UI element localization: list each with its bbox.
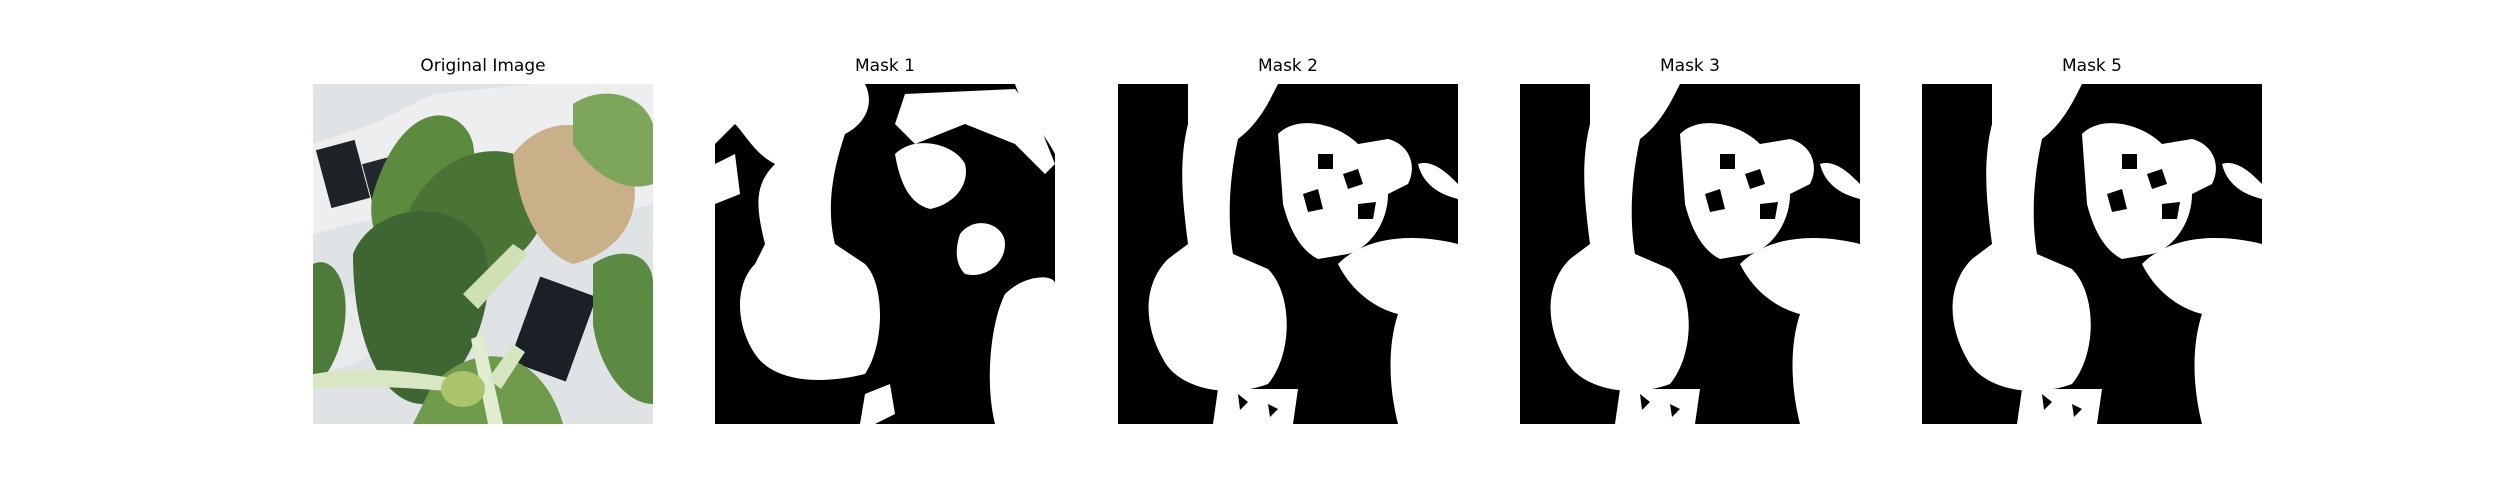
segmentation-mask-3 — [1520, 84, 1860, 424]
panel-title: Mask 5 — [2061, 56, 2122, 76]
segmentation-mask-5 — [1922, 84, 2262, 424]
panel-title: Mask 2 — [1257, 56, 1318, 76]
panel-title: Mask 1 — [854, 56, 915, 76]
panel-title: Mask 3 — [1659, 56, 1720, 76]
panel-title: Original Image — [420, 56, 546, 76]
segmentation-mask-1 — [715, 84, 1055, 424]
original-plant-photo — [313, 84, 653, 424]
segmentation-mask-2 — [1118, 84, 1458, 424]
